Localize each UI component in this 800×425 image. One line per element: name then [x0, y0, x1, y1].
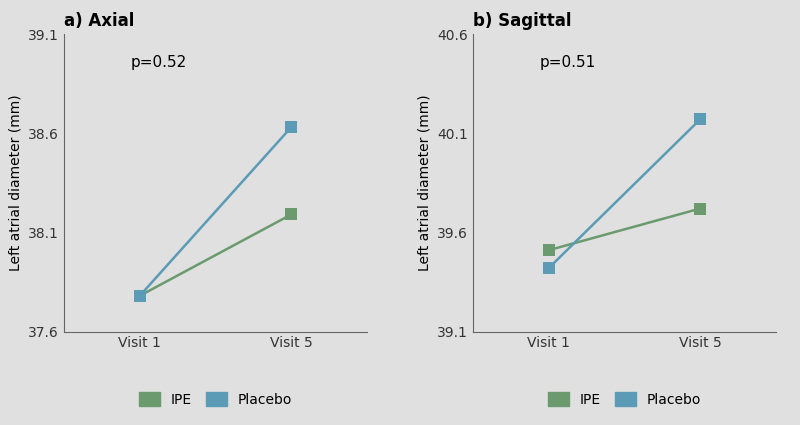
Text: p=0.52: p=0.52: [130, 55, 187, 70]
Y-axis label: Left atrial diameter (mm): Left atrial diameter (mm): [418, 94, 432, 271]
Text: p=0.51: p=0.51: [540, 55, 596, 70]
Legend: IPE, Placebo: IPE, Placebo: [548, 392, 701, 407]
Y-axis label: Left atrial diameter (mm): Left atrial diameter (mm): [9, 94, 22, 271]
Legend: IPE, Placebo: IPE, Placebo: [139, 392, 292, 407]
Text: b) Sagittal: b) Sagittal: [473, 11, 571, 30]
Text: a) Axial: a) Axial: [64, 11, 134, 30]
